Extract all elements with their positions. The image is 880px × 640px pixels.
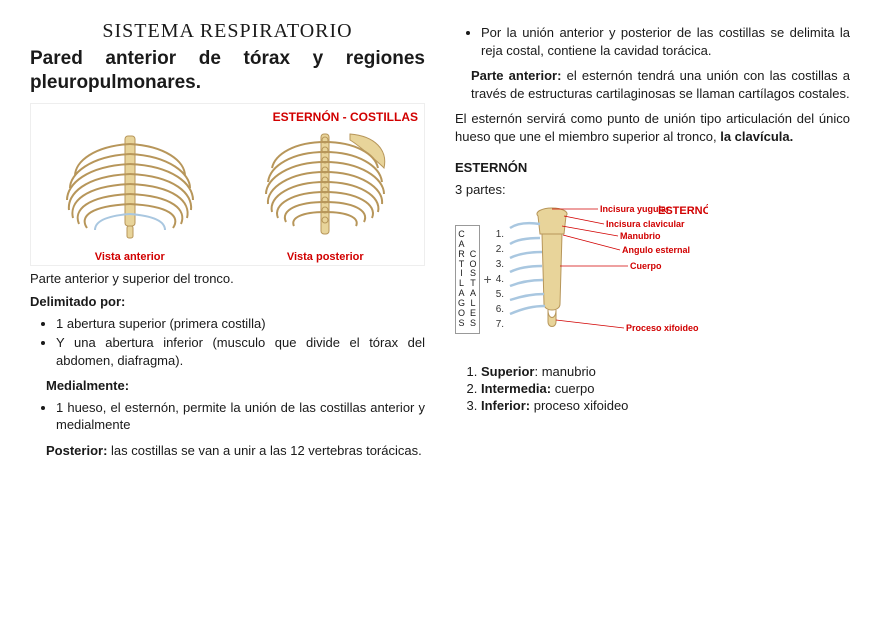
rib-number-column: 1.2.3.4.5.6.7.: [496, 227, 504, 332]
label-proc-xif: Proceso xifoideo: [626, 323, 699, 333]
headline: Pared anterior de tórax y regiones pleur…: [30, 47, 425, 95]
posterior-text: las costillas se van a unir a las 12 ver…: [107, 443, 421, 458]
left-column: SISTEMA RESPIRATORIO Pared anterior de t…: [30, 20, 425, 620]
ribcage-posterior-caption: Vista posterior: [250, 251, 400, 263]
label-angulo: Angulo esternal: [622, 245, 690, 255]
posterior-prefix: Posterior:: [46, 443, 107, 458]
label-inc-clav: Incisura clavicular: [606, 219, 685, 229]
bullet-list-2: 1 hueso, el esternón, permite la unión d…: [30, 399, 425, 434]
ribcage-posterior: Vista posterior: [250, 126, 400, 263]
cartilagos-box: CARTILAGOS COSTALES: [455, 225, 480, 334]
sternon-heading: ESTERNÓN: [455, 159, 850, 177]
list-item: Y una abertura inferior (musculo que div…: [56, 334, 425, 369]
ribcage-anterior: Vista anterior: [55, 126, 205, 263]
delimitado-label: Delimitado por:: [30, 293, 425, 311]
ol-rest: : manubrio: [534, 364, 595, 379]
cart-word-2: COSTALES: [470, 250, 477, 329]
list-item: 1 abertura superior (primera costilla): [56, 315, 425, 333]
list-item: Superior: manubrio: [481, 364, 850, 379]
fig-caption-below: Parte anterior y superior del tronco.: [30, 270, 425, 288]
medial-label: Medialmente:: [46, 377, 425, 395]
figure-ribs-title: ESTERNÓN - COSTILLAS: [37, 110, 418, 124]
bullet-list-1: 1 abertura superior (primera costilla) Y…: [30, 315, 425, 370]
ribcage-anterior-caption: Vista anterior: [55, 251, 205, 263]
ol-rest: cuerpo: [551, 381, 594, 396]
cart-word-1: CARTILAGOS: [458, 230, 465, 329]
label-manubrio: Manubrio: [620, 231, 661, 241]
posterior-paragraph: Posterior: las costillas se van a unir a…: [46, 442, 425, 460]
bullet-list-top-right: Por la unión anterior y posterior de las…: [455, 24, 850, 59]
label-inc-yug: Incisura yugular: [600, 204, 670, 214]
ol-b: Superior: [481, 364, 534, 379]
clavicula-bold: la clavícula.: [720, 129, 793, 144]
clavicula-paragraph: El esternón servirá como punto de unión …: [455, 110, 850, 145]
ol-rest: proceso xifoideo: [530, 398, 628, 413]
list-item: Inferior: proceso xifoideo: [481, 398, 850, 413]
label-cuerpo: Cuerpo: [630, 261, 662, 271]
list-item: Intermedia: cuerpo: [481, 381, 850, 396]
list-item: Por la unión anterior y posterior de las…: [481, 24, 850, 59]
ol-b: Intermedia:: [481, 381, 551, 396]
script-title: SISTEMA RESPIRATORIO: [30, 20, 425, 43]
right-column: Por la unión anterior y posterior de las…: [455, 20, 850, 620]
list-item: 1 hueso, el esternón, permite la unión d…: [56, 399, 425, 434]
parte-anterior-prefix: Parte anterior:: [471, 68, 561, 83]
sternon-svg: ESTERNÓN Incisura yugular Incisura clavi…: [508, 204, 708, 354]
plus-icon: +: [484, 271, 492, 287]
ol-b: Inferior:: [481, 398, 530, 413]
partes-label: 3 partes:: [455, 181, 850, 199]
figure-ribs: ESTERNÓN - COSTILLAS: [30, 103, 425, 266]
figure-sternon: CARTILAGOS COSTALES + 1.2.3.4.5.6.7.: [455, 204, 850, 354]
parte-anterior-paragraph: Parte anterior: el esternón tendrá una u…: [471, 67, 850, 102]
sternon-parts-list: Superior: manubrio Intermedia: cuerpo In…: [455, 364, 850, 413]
